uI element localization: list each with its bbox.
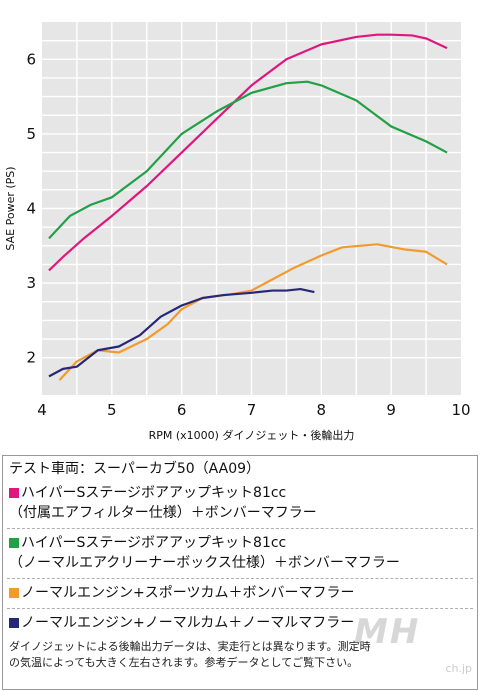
series-line-2 <box>48 80 448 240</box>
y-tick-label: 3 <box>26 274 36 292</box>
x-tick-label: 7 <box>247 401 257 419</box>
note-line-1: ダイノジェットによる後輪出力データは、実走行とは異なります。測定時 <box>9 640 371 653</box>
legend-item-2-line1: ハイパーSステージボアアップキット81cc <box>21 535 287 551</box>
x-tick-label: 9 <box>386 401 396 419</box>
legend-item-2-line2: （ノーマルエアクリーナーボックス仕様）＋ボンバーマフラー <box>9 555 400 571</box>
x-tick-label: 10 <box>451 401 470 419</box>
legend-item-4: ノーマルエンジン+ノーマルカム＋ノーマルマフラー <box>9 614 354 632</box>
test-vehicle-label: テスト車両：スーパーカブ50（AA09） <box>9 461 261 477</box>
series-line-3 <box>58 243 448 381</box>
legend-panel: テスト車両：スーパーカブ50（AA09） ハイパーSステージボアアップキット81… <box>2 455 478 690</box>
legend-separator <box>7 578 473 579</box>
legend-swatch-2 <box>9 538 19 548</box>
legend-separator <box>7 528 473 529</box>
legend-item-3-line1: ノーマルエンジン+スポーツカム＋ボンバーマフラー <box>21 585 355 601</box>
series-layer <box>48 33 448 381</box>
legend-item-1-line1: ハイパーSステージボアアップキット81cc <box>21 485 287 501</box>
legend-item-3: ノーマルエンジン+スポーツカム＋ボンバーマフラー <box>9 584 354 602</box>
x-axis-title: RPM (x1000) ダイノジェット・後輪出力 <box>149 428 355 442</box>
y-tick-label: 6 <box>26 50 36 68</box>
legend-item-1: ハイパーSステージボアアップキット81cc <box>9 484 286 502</box>
legend-item-2: ハイパーSステージボアアップキット81cc <box>9 534 286 552</box>
y-tick-labels: 2 3 4 5 6 <box>26 50 36 366</box>
x-tick-label: 4 <box>37 401 47 419</box>
y-tick-label: 4 <box>26 200 36 218</box>
legend-swatch-3 <box>9 588 19 598</box>
x-tick-label: 8 <box>317 401 327 419</box>
legend-separator <box>7 608 473 609</box>
watermark-sub: ch.jp <box>445 662 472 675</box>
legend-swatch-1 <box>9 488 19 498</box>
legend-item-1-line2: （付属エアフィルター仕様）＋ボンバーマフラー <box>9 505 317 521</box>
legend-item-4-line1: ノーマルエンジン+ノーマルカム＋ノーマルマフラー <box>21 615 355 631</box>
legend-swatch-4 <box>9 618 19 628</box>
watermark-logo: MH <box>354 612 421 652</box>
grid-lines <box>42 22 461 395</box>
x-tick-labels: 4 5 6 7 8 9 10 <box>37 401 470 419</box>
y-axis-title: SAE Power (PS) <box>4 166 17 250</box>
series-line-1 <box>48 33 448 272</box>
y-tick-label: 2 <box>26 349 36 367</box>
series-line-4 <box>48 287 315 378</box>
x-tick-label: 6 <box>177 401 187 419</box>
note-line-2: の気温によっても大きく左右されます。参考データとしてご覧下さい。 <box>9 656 359 669</box>
y-tick-label: 5 <box>26 125 36 143</box>
x-tick-label: 5 <box>107 401 117 419</box>
